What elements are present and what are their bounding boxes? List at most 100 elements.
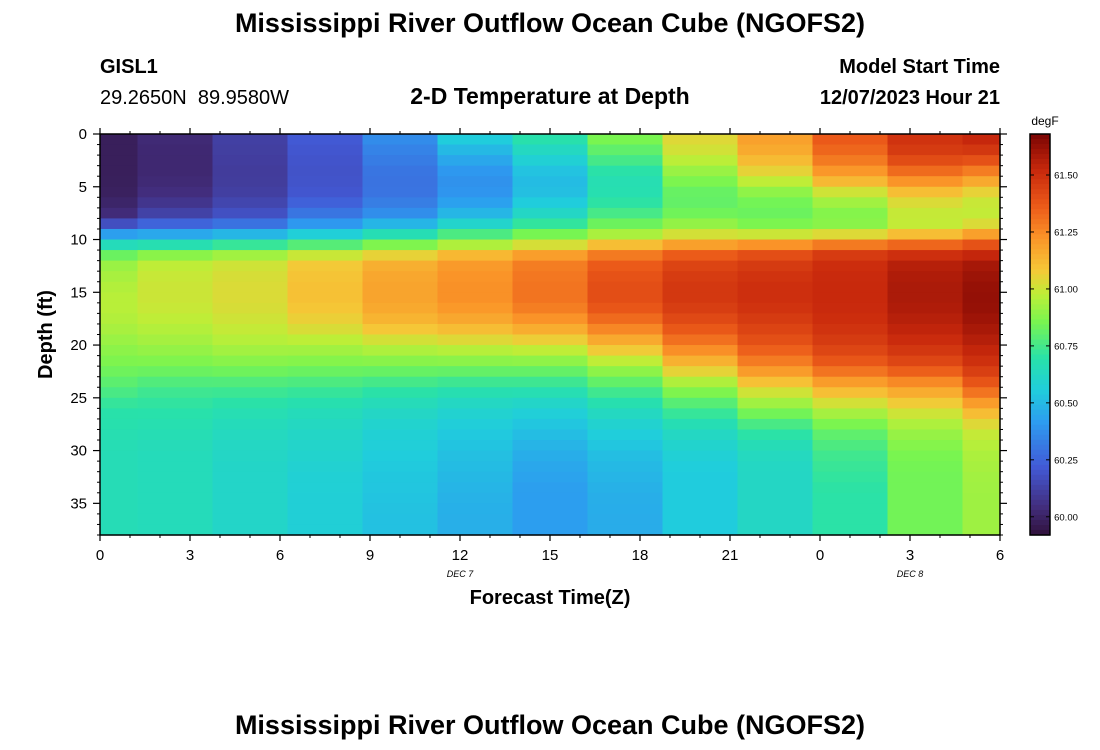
heatmap-cell <box>962 503 1001 515</box>
heatmap-cell <box>137 250 214 262</box>
heatmap-cell <box>587 323 664 336</box>
heatmap-cell <box>287 418 364 431</box>
heatmap-cell <box>362 429 439 441</box>
heatmap-cell <box>587 418 664 431</box>
heatmap-cell <box>737 440 814 452</box>
heatmap-cell <box>437 440 514 452</box>
heatmap-cell <box>587 292 664 304</box>
heatmap-cell <box>962 440 1001 452</box>
colorbar-segment <box>1030 484 1050 491</box>
colorbar-segment <box>1030 489 1050 496</box>
heatmap-cell <box>887 302 964 314</box>
heatmap-cell <box>437 155 514 167</box>
heatmap-cell <box>812 418 889 431</box>
heatmap-cell <box>437 334 514 346</box>
heatmap-cell <box>512 250 589 262</box>
heatmap-cell <box>962 345 1001 357</box>
heatmap-cell <box>587 429 664 441</box>
heatmap-cell <box>100 323 139 336</box>
heatmap-cell <box>287 503 364 515</box>
heatmap-cell <box>137 524 214 536</box>
heatmap-cell <box>100 408 139 420</box>
heatmap-cell <box>812 503 889 515</box>
colorbar-segment <box>1030 429 1050 436</box>
heatmap-cell <box>812 165 889 177</box>
heatmap-cell <box>887 197 964 209</box>
colorbar-segment <box>1030 364 1050 371</box>
heatmap-cell <box>100 503 139 515</box>
heatmap-cell <box>437 482 514 494</box>
heatmap-cell <box>662 450 739 462</box>
heatmap-cell <box>587 482 664 494</box>
heatmap-cell <box>887 524 964 536</box>
y-tick-label: 35 <box>70 495 87 512</box>
heatmap-cell <box>100 250 139 262</box>
heatmap-cell <box>887 482 964 494</box>
heatmap-cell <box>362 144 439 156</box>
heatmap-cell <box>512 144 589 156</box>
heatmap-cell <box>287 144 364 156</box>
heatmap-cell <box>362 387 439 399</box>
heatmap-cell <box>962 408 1001 420</box>
colorbar-segment <box>1030 404 1050 411</box>
heatmap-cell <box>662 134 739 146</box>
heatmap-cell <box>437 144 514 156</box>
heatmap-cell <box>662 250 739 262</box>
heatmap-cell <box>662 271 739 283</box>
heatmap-cell <box>212 440 289 452</box>
heatmap-cell <box>212 176 289 188</box>
heatmap-cell <box>137 260 214 272</box>
heatmap-cell <box>437 513 514 526</box>
heatmap-cell <box>362 323 439 336</box>
heatmap-cell <box>962 313 1001 325</box>
station-id: GISL1 <box>100 56 158 78</box>
heatmap-cell <box>100 482 139 494</box>
heatmap-cell <box>137 366 214 378</box>
heatmap-cell <box>437 323 514 336</box>
heatmap-cell <box>287 429 364 441</box>
heatmap-cell <box>512 503 589 515</box>
heatmap-cell <box>737 218 814 230</box>
heatmap-cell <box>212 450 289 462</box>
heatmap-cell <box>812 228 889 241</box>
heatmap-cell <box>812 334 889 346</box>
heatmap-cell <box>512 302 589 314</box>
heatmap-cell <box>287 218 364 230</box>
heatmap-cell <box>362 207 439 220</box>
model-start-label: Model Start Time <box>839 56 1000 78</box>
heatmap-cell <box>587 197 664 209</box>
heatmap-cell <box>137 355 214 367</box>
heatmap-cell <box>737 302 814 314</box>
heatmap-cell <box>512 313 589 325</box>
heatmap-cell <box>962 186 1001 198</box>
heatmap-cell <box>437 345 514 357</box>
heatmap-cell <box>100 260 139 272</box>
heatmap-cell <box>362 302 439 314</box>
heatmap-cell <box>587 513 664 526</box>
heatmap-cell <box>212 228 289 241</box>
heatmap-cell <box>737 134 814 146</box>
heatmap-cell <box>962 450 1001 462</box>
heatmap-cell <box>887 376 964 388</box>
heatmap-cell <box>362 397 439 409</box>
colorbar-tick-label: 61.00 <box>1054 284 1078 295</box>
heatmap-cell <box>212 292 289 304</box>
heatmap-cell <box>212 418 289 431</box>
heatmap-cell <box>287 492 364 504</box>
heatmap-cell <box>662 429 739 441</box>
colorbar-segment <box>1030 494 1050 501</box>
heatmap-cell <box>212 387 289 399</box>
heatmap-cell <box>512 397 589 409</box>
heatmap-cell <box>887 345 964 357</box>
heatmap-cell <box>100 155 139 167</box>
heatmap-cell <box>887 134 964 146</box>
heatmap-cell <box>962 271 1001 283</box>
heatmap-cell <box>812 513 889 526</box>
heatmap-cell <box>212 239 289 251</box>
heatmap-cell <box>437 260 514 272</box>
heatmap-cell <box>812 292 889 304</box>
heatmap-cell <box>512 492 589 504</box>
heatmap-cell <box>887 313 964 325</box>
heatmap-cell <box>437 228 514 241</box>
heatmap-cell <box>737 165 814 177</box>
